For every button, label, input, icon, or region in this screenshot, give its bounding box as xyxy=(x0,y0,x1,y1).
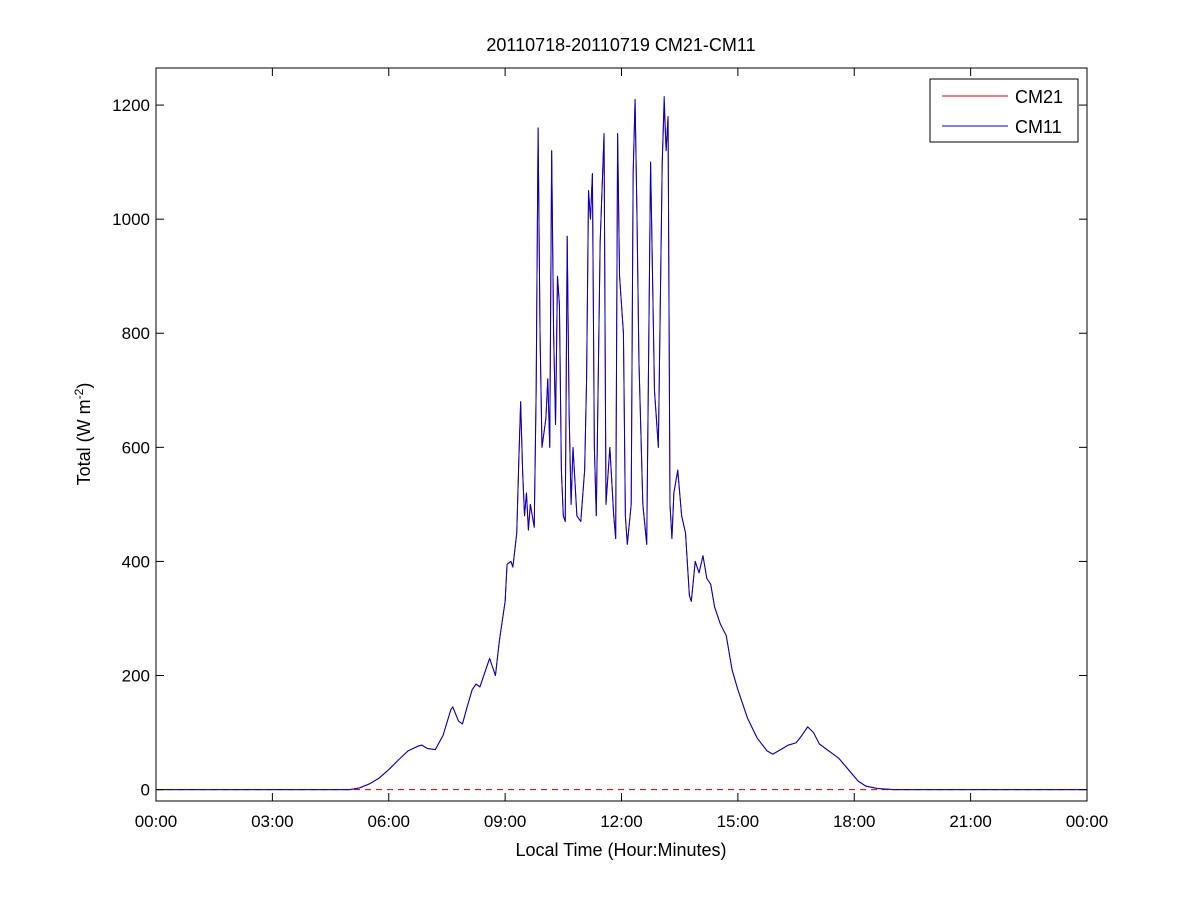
y-tick-label: 1000 xyxy=(112,210,150,229)
chart-title: 20110718-20110719 CM21-CM11 xyxy=(486,35,755,55)
legend-label-cm11: CM11 xyxy=(1015,117,1062,137)
legend: CM21 CM11 xyxy=(929,78,1079,143)
series-line-cm11 xyxy=(156,96,1087,791)
y-tick-label: 0 xyxy=(141,781,150,800)
y-tick-label: 800 xyxy=(122,324,150,343)
x-tick-label: 09:00 xyxy=(484,812,527,831)
x-tick-label: 15:00 xyxy=(717,812,760,831)
series-layer xyxy=(156,96,1087,791)
y-axis-title-exponent: -2 xyxy=(72,388,86,399)
x-tick-label: 12:00 xyxy=(600,812,643,831)
x-tick-label: 00:00 xyxy=(135,812,178,831)
y-tick-label: 1200 xyxy=(112,96,150,115)
legend-label-cm21: CM21 xyxy=(1015,87,1063,107)
y-tick-label: 200 xyxy=(122,667,150,686)
y-tick-label: 400 xyxy=(122,552,150,571)
x-axis-title: Local Time (Hour:Minutes) xyxy=(515,840,726,860)
plot-frame xyxy=(155,67,1088,802)
y-tick-label: 600 xyxy=(122,438,150,457)
y-axis-title-main: Total (W m xyxy=(74,399,94,485)
x-tick-label: 18:00 xyxy=(833,812,876,831)
x-tick-label: 00:00 xyxy=(1066,812,1109,831)
y-axis-ticks: 0 200 400 600 800 1000 1200 xyxy=(112,96,1087,800)
y-axis-title: Total (W m-2) xyxy=(72,383,94,486)
x-tick-label: 06:00 xyxy=(367,812,410,831)
y-axis-title-close: ) xyxy=(74,383,94,389)
legend-box xyxy=(929,78,1079,143)
x-axis-ticks: 00:00 03:00 06:00 09:00 12:00 15:00 18:00 21:00… xyxy=(135,68,1109,831)
x-tick-label: 21:00 xyxy=(949,812,992,831)
x-tick-label: 03:00 xyxy=(251,812,294,831)
plot-area xyxy=(155,67,1088,802)
